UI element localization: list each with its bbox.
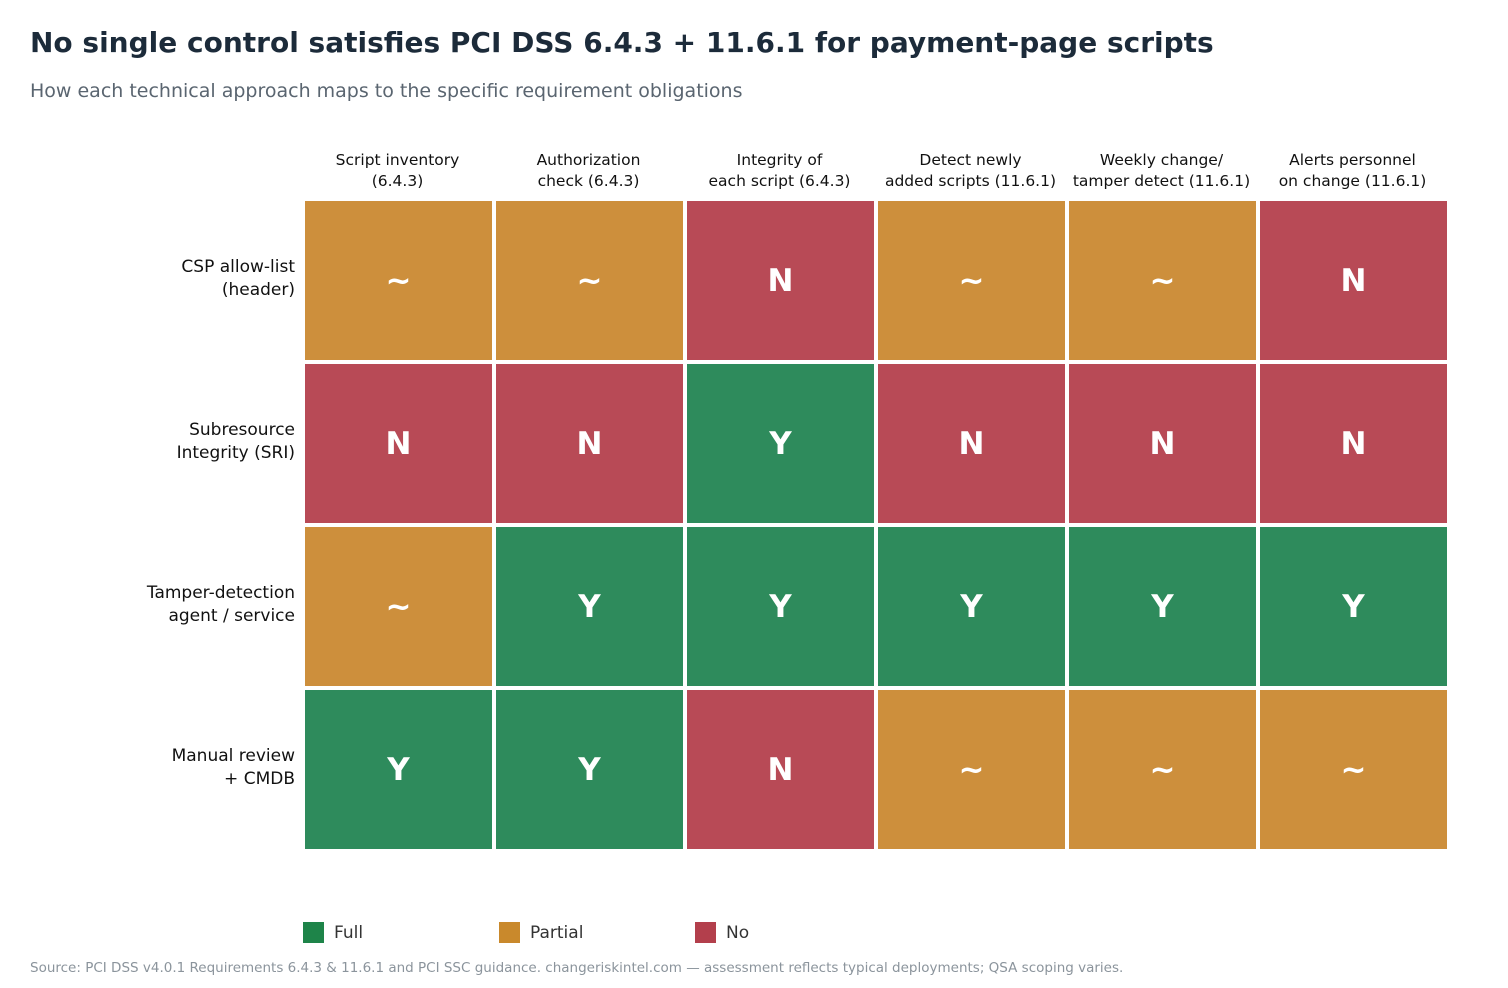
column-header: Authorization check (6.4.3) — [536, 151, 641, 190]
legend-item: Full — [303, 922, 363, 943]
legend-label: Full — [334, 922, 364, 943]
column-header: Integrity of each script (6.4.3) — [708, 151, 851, 190]
chart-title: No single control satisfies PCI DSS 6.4.… — [30, 26, 1214, 59]
heatmap-cell: ~ — [305, 201, 492, 360]
heatmap-cell: Y — [1069, 527, 1256, 686]
heatmap-cell: ~ — [1260, 690, 1447, 849]
column-header: Script inventory (6.4.3) — [335, 151, 460, 190]
heatmap-cell: ~ — [1069, 690, 1256, 849]
heatmap-cell: N — [878, 364, 1065, 523]
heatmap-cell: N — [1069, 364, 1256, 523]
chart-subtitle: How each technical approach maps to the … — [30, 80, 743, 102]
heatmap-cell: Y — [687, 527, 874, 686]
heatmap-cell: ~ — [305, 527, 492, 686]
heatmap-cell: ~ — [878, 690, 1065, 849]
heatmap-cell: Y — [305, 690, 492, 849]
legend-swatch — [303, 922, 324, 943]
column-header: Alerts personnel on change (11.6.1) — [1278, 151, 1427, 190]
heatmap-cell: N — [1260, 364, 1447, 523]
heatmap-cell: Y — [878, 527, 1065, 686]
row-label: Tamper-detection agent / service — [146, 582, 295, 626]
legend-item: Partial — [499, 922, 583, 943]
heatmap-cell: N — [496, 364, 683, 523]
legend-swatch — [695, 922, 716, 943]
heatmap-cell: Y — [496, 527, 683, 686]
heatmap-cell: N — [305, 364, 492, 523]
heatmap-cell: N — [687, 690, 874, 849]
column-header: Detect newly added scripts (11.6.1) — [884, 151, 1057, 190]
heatmap-cell: ~ — [878, 201, 1065, 360]
row-label: Subresource Integrity (SRI) — [176, 419, 295, 463]
heatmap-cell: N — [1260, 201, 1447, 360]
heatmap-cell: Y — [496, 690, 683, 849]
row-label: Manual review + CMDB — [171, 745, 295, 789]
heatmap-cell: Y — [1260, 527, 1447, 686]
source-note: Source: PCI DSS v4.0.1 Requirements 6.4.… — [30, 960, 1124, 976]
heatmap-cell: ~ — [1069, 201, 1256, 360]
column-header: Weekly change/ tamper detect (11.6.1) — [1072, 151, 1251, 190]
heatmap-cell: Y — [687, 364, 874, 523]
heatmap-cell: N — [687, 201, 874, 360]
legend-swatch — [499, 922, 520, 943]
legend-item: No — [695, 922, 749, 943]
row-label: CSP allow-list (header) — [181, 256, 295, 300]
legend-label: Partial — [530, 922, 584, 943]
legend-label: No — [726, 922, 750, 943]
heatmap-cell: ~ — [496, 201, 683, 360]
